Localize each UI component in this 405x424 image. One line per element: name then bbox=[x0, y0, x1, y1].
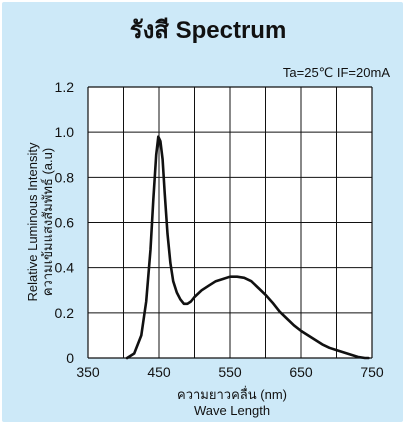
y-tick-label: 0.2 bbox=[55, 305, 75, 321]
x-axis-label-thai: ความยาวคลื่น (nm) bbox=[177, 386, 287, 402]
y-tick-label: 0.4 bbox=[55, 260, 75, 276]
y-tick-labels: 0 0.2 0.4 0.6 0.8 1.0 1.2 bbox=[55, 79, 75, 366]
x-axis-label-english: Wave Length bbox=[194, 403, 270, 418]
grid-lines bbox=[87, 86, 373, 359]
x-tick-label: 550 bbox=[218, 364, 242, 380]
y-tick-label: 0.6 bbox=[55, 215, 75, 231]
x-tick-label: 350 bbox=[76, 364, 100, 380]
x-tick-label: 450 bbox=[147, 364, 171, 380]
test-conditions: Ta=25℃ IF=20mA bbox=[283, 65, 390, 80]
spectrum-curve bbox=[125, 135, 370, 360]
y-tick-label: 1.2 bbox=[55, 79, 75, 95]
y-tick-label: 1.0 bbox=[55, 124, 75, 140]
x-tick-label: 650 bbox=[289, 364, 313, 380]
curve-layer bbox=[125, 135, 370, 360]
chart-title: รังสี Spectrum bbox=[130, 17, 287, 44]
y-tick-label: 0.8 bbox=[55, 169, 75, 185]
y-axis-label-thai: ความเข้มแสงสัมพัทธ์ (a.u) bbox=[40, 148, 55, 296]
x-tick-labels: 350 450 550 650 750 bbox=[76, 364, 384, 380]
y-tick-label: 0 bbox=[66, 350, 74, 366]
y-axis-label-english: Relative Luminous Intensity bbox=[25, 142, 40, 301]
x-tick-label: 750 bbox=[360, 364, 384, 380]
